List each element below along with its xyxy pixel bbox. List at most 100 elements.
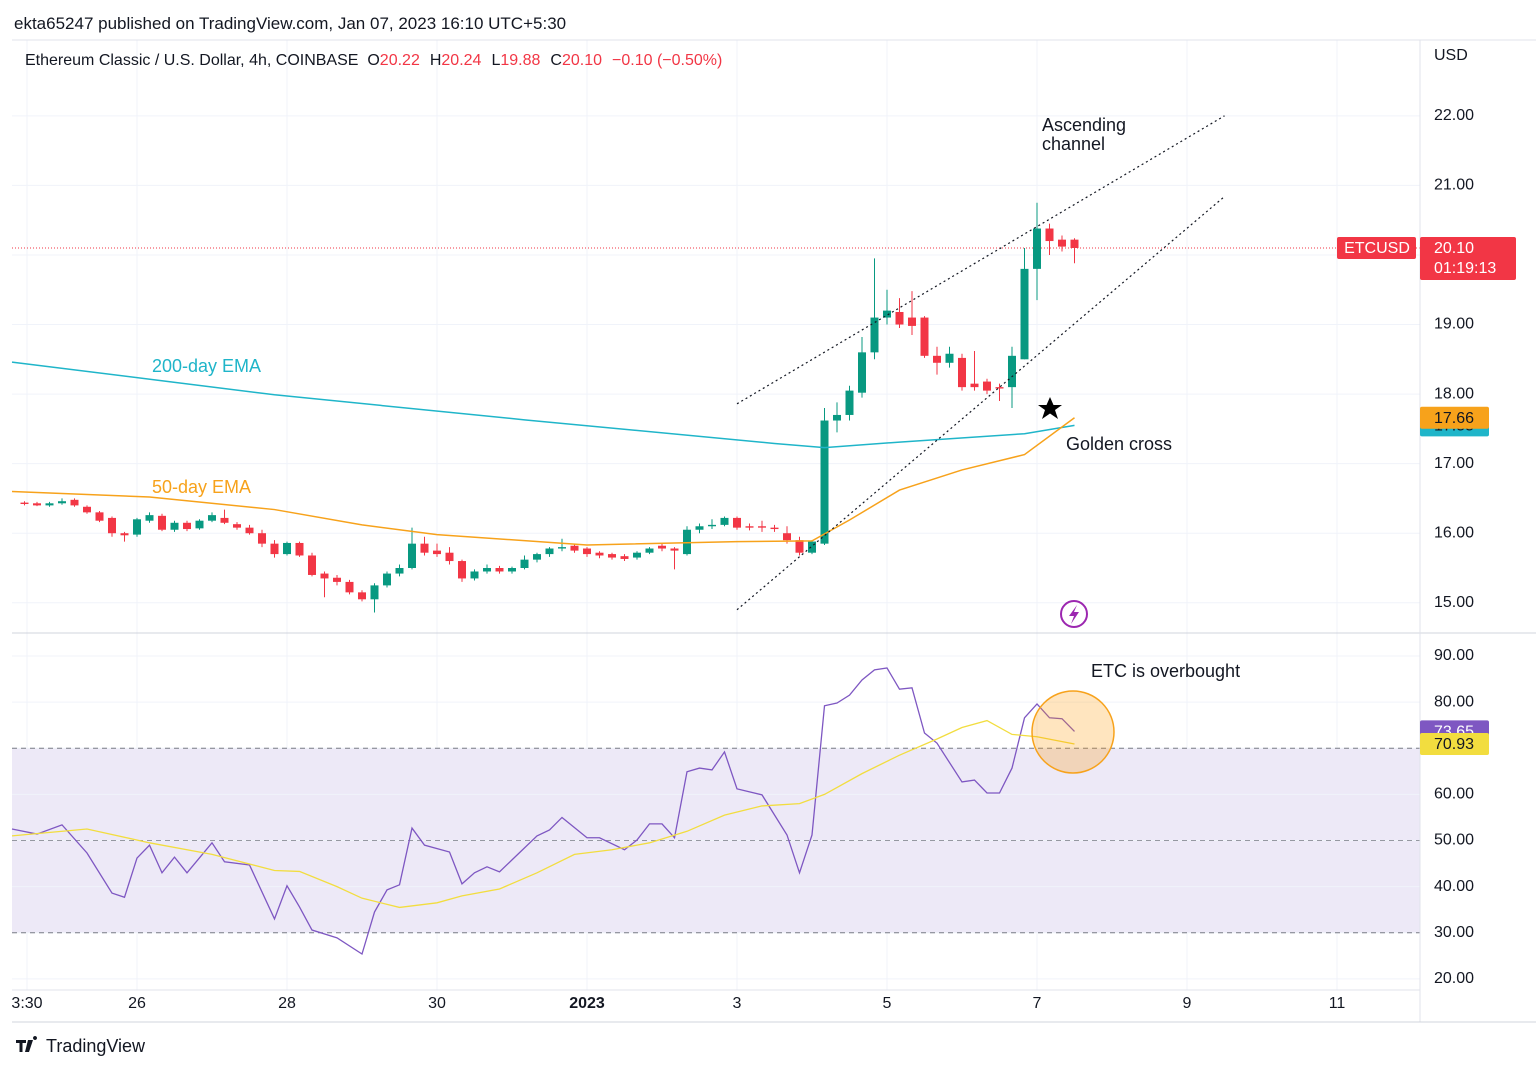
candle-body xyxy=(695,526,704,530)
x-tick-label: 30 xyxy=(428,995,446,1012)
ema-line xyxy=(11,361,1075,449)
candle-body xyxy=(408,543,416,568)
candle-body xyxy=(295,542,304,556)
candle-body xyxy=(395,568,404,574)
candle-body xyxy=(845,390,854,415)
candle-body xyxy=(245,527,254,534)
candle-body xyxy=(858,352,866,393)
candle-body xyxy=(983,381,991,391)
candle-body xyxy=(733,517,741,528)
candle-body xyxy=(208,515,216,521)
tv-logo xyxy=(16,1036,38,1052)
ema-badge: 17.66 xyxy=(1434,410,1474,427)
ohlc-key: H xyxy=(429,52,442,69)
candle-body xyxy=(233,524,241,528)
candle-body xyxy=(833,414,841,421)
channel-label: Ascending channel xyxy=(1042,115,1127,154)
candle-body xyxy=(345,581,354,593)
candle-body xyxy=(433,550,441,555)
candle-body xyxy=(745,526,754,528)
change-value: −0.10 (−0.50%) xyxy=(612,52,723,69)
y-tick-label: 40.00 xyxy=(1434,878,1474,895)
rsi-line xyxy=(11,719,1075,909)
candle-body xyxy=(170,522,179,530)
candle-body xyxy=(308,555,316,575)
x-tick-label: 5 xyxy=(883,995,892,1012)
candle-body xyxy=(795,540,804,553)
candle-body xyxy=(45,503,54,506)
candle-body xyxy=(120,533,129,536)
candle-body xyxy=(658,545,666,549)
candle-body xyxy=(570,545,579,551)
candle-body xyxy=(458,561,466,579)
overbought-label: ETC is overbought xyxy=(1091,661,1241,681)
front-layer: USD 3:30 26 28 30 2023 3 5 7 9 11 15.00 16.00 17.00 1… xyxy=(11,39,1536,1052)
candle-body xyxy=(945,353,954,363)
candle-body xyxy=(620,556,629,559)
candle-body xyxy=(883,310,891,318)
candle-body xyxy=(583,548,591,555)
candle-body xyxy=(808,541,816,553)
candle-body xyxy=(258,533,266,544)
candle-body xyxy=(495,568,504,572)
candle-body xyxy=(320,573,329,579)
y-tick-label: 80.00 xyxy=(1434,693,1474,710)
price-badge-bg xyxy=(1420,237,1516,280)
candle-body xyxy=(83,506,91,513)
x-tick-label: 3 xyxy=(733,995,742,1012)
symbol-badge-bg xyxy=(1337,237,1416,259)
rsi-badge-bg xyxy=(1420,732,1489,755)
candle-body xyxy=(70,499,79,506)
candle-body xyxy=(270,543,279,555)
footer: TradingView xyxy=(46,1036,146,1056)
y-tick-label: 20.00 xyxy=(1434,970,1474,987)
candle-body xyxy=(670,548,679,551)
golden-cross-label: Golden cross xyxy=(1066,434,1173,454)
candle-body xyxy=(445,552,454,562)
countdown: 01:19:13 xyxy=(1434,260,1496,277)
highlight-circle xyxy=(1031,690,1115,774)
candle-body xyxy=(545,548,554,555)
candle-body xyxy=(133,519,141,535)
y-tick-label: 60.00 xyxy=(1434,786,1474,803)
lightning-icon xyxy=(1069,605,1079,624)
ohlc-key: L xyxy=(491,52,501,69)
y-tick-label: 22.00 xyxy=(1434,107,1474,124)
candle-body xyxy=(645,548,654,553)
candle-body xyxy=(720,517,729,525)
x-tick-label: 3:30 xyxy=(11,995,42,1012)
candle-body xyxy=(145,515,154,521)
candle-body xyxy=(870,317,879,353)
candle-body xyxy=(933,355,941,363)
ohlc-key: O xyxy=(367,52,380,69)
candle-body xyxy=(995,387,1004,389)
rsi-badge: 70.93 xyxy=(1434,736,1474,753)
ohlc-value: 20.24 xyxy=(441,52,482,69)
candle-body xyxy=(108,517,116,534)
header: ekta65247 published on TradingView.com, … xyxy=(14,14,567,33)
x-tick-label: 28 xyxy=(278,995,296,1012)
candle-body xyxy=(1033,228,1041,269)
y-tick-label: 50.00 xyxy=(1434,832,1474,849)
candle-body xyxy=(183,522,191,530)
ohlc-value: 20.10 xyxy=(561,52,603,69)
y-tick-label: 16.00 xyxy=(1434,524,1474,541)
candle-body xyxy=(33,503,41,506)
candle-body xyxy=(520,559,529,568)
x-tick-label: 7 xyxy=(1033,995,1042,1012)
candle-body xyxy=(958,357,966,388)
ema50-label: 50-day EMA xyxy=(152,477,252,497)
ema-line xyxy=(11,417,1075,546)
candle-body xyxy=(970,383,979,388)
y-tick-label: 19.00 xyxy=(1434,316,1474,333)
ema-badge-bg xyxy=(1420,406,1489,429)
marks-layer xyxy=(11,115,1225,956)
candle-body xyxy=(708,524,716,527)
ohlc-key: C xyxy=(550,52,562,69)
candle-body xyxy=(1045,228,1054,242)
candle-body xyxy=(683,529,691,555)
candle-body xyxy=(483,568,491,572)
candle-body xyxy=(283,542,291,555)
candle-body xyxy=(758,526,766,528)
